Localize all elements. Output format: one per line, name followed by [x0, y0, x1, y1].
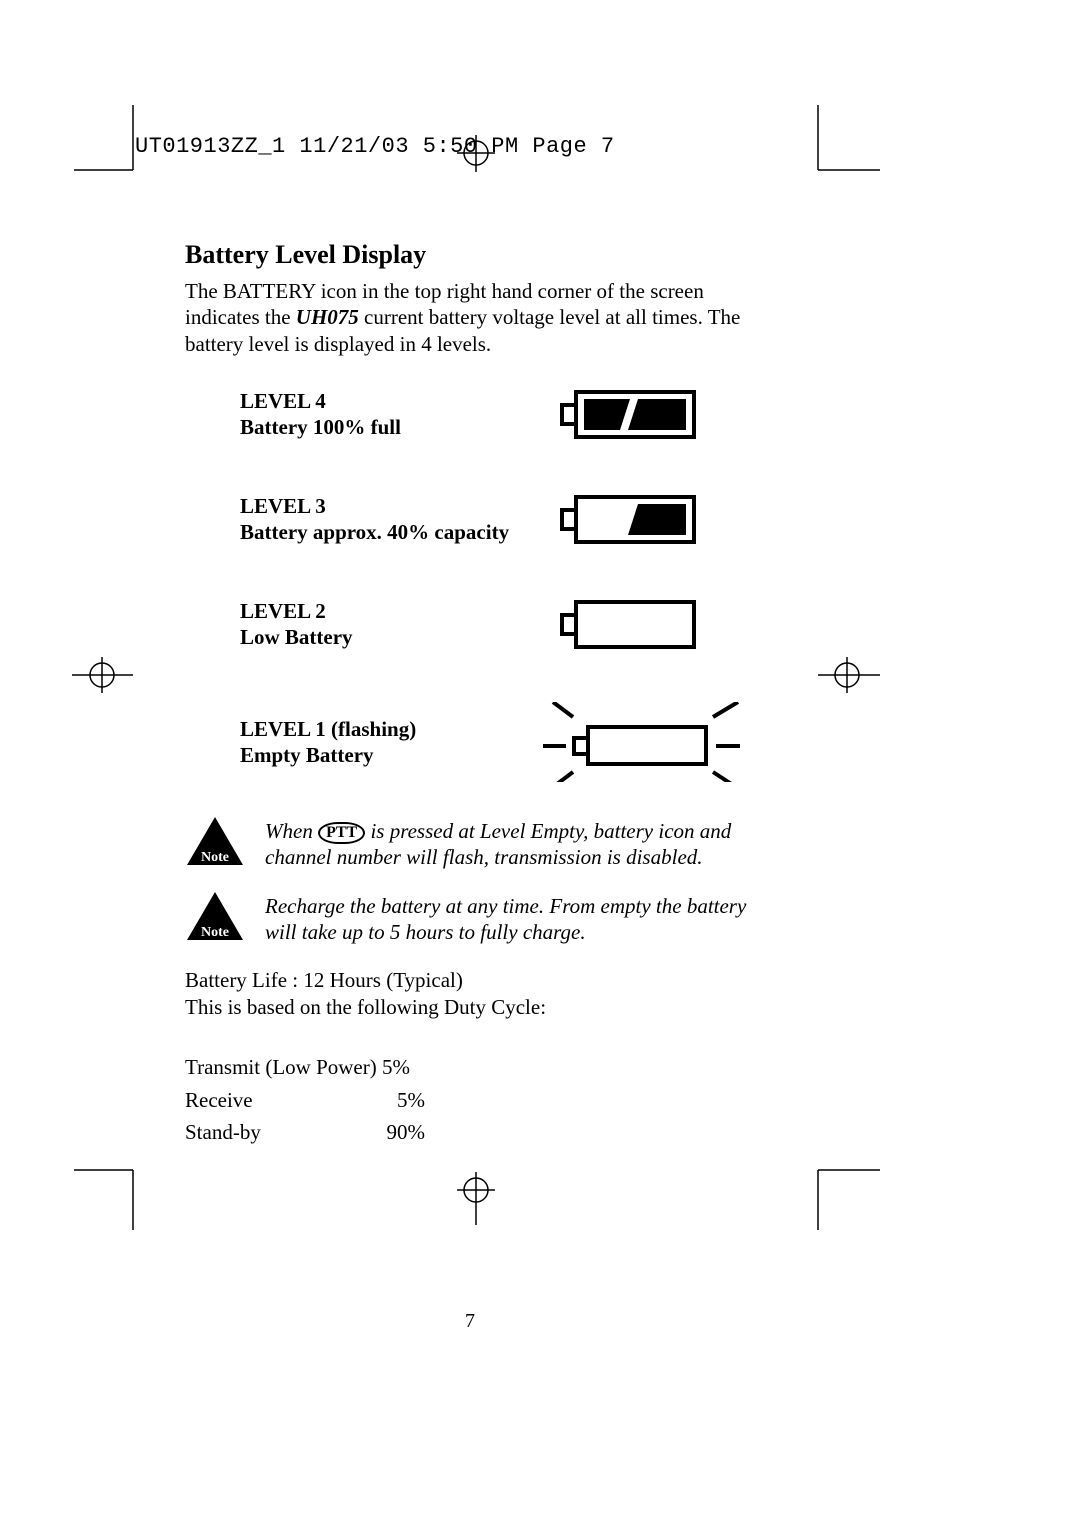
battery-life-line1: Battery Life : 12 Hours (Typical) — [185, 967, 755, 994]
svg-text:Note: Note — [201, 850, 229, 865]
level-4-desc: Battery 100% full — [240, 414, 535, 440]
note-icon: Note — [185, 817, 245, 872]
note-icon: Note — [185, 892, 245, 947]
svg-text:Note: Note — [201, 925, 229, 940]
duty-row-transmit: Transmit (Low Power) 5% — [185, 1051, 755, 1084]
notes-section: Note When PTT is pressed at Level Empty,… — [185, 817, 755, 947]
intro-paragraph: The BATTERY icon in the top right hand c… — [185, 278, 755, 357]
duty-cycle-table: Transmit (Low Power) 5% Receive 5% Stand… — [185, 1051, 755, 1149]
model-name: UH075 — [296, 305, 359, 329]
note-1-text: When PTT is pressed at Level Empty, batt… — [265, 818, 755, 871]
battery-icon-flashing — [535, 702, 750, 782]
crop-mark-top — [0, 0, 1080, 200]
page: UT01913ZZ_1 11/21/03 5:50 PM Page 7 Batt… — [0, 0, 1080, 1529]
level-3-row: LEVEL 3 Battery approx. 40% capacity — [185, 492, 755, 547]
level-2-row: LEVEL 2 Low Battery — [185, 597, 755, 652]
duty-row-receive: Receive 5% — [185, 1084, 755, 1117]
level-2-title: LEVEL 2 — [240, 598, 535, 624]
level-1-desc: Empty Battery — [240, 742, 535, 768]
level-1-row: LEVEL 1 (flashing) Empty Battery — [185, 702, 755, 782]
note-2-text: Recharge the battery at any time. From e… — [265, 893, 755, 946]
level-4-title: LEVEL 4 — [240, 388, 535, 414]
duty-standby-label: Stand-by — [185, 1116, 365, 1149]
level-3-desc: Battery approx. 40% capacity — [240, 519, 535, 545]
level-4-row: LEVEL 4 Battery 100% full — [185, 387, 755, 442]
battery-icon-full — [535, 387, 720, 442]
duty-standby-value: 90% — [365, 1116, 425, 1149]
duty-row-standby: Stand-by 90% — [185, 1116, 755, 1149]
duty-receive-value: 5% — [365, 1084, 425, 1117]
battery-life: Battery Life : 12 Hours (Typical) This i… — [185, 967, 755, 1022]
page-number: 7 — [185, 1310, 755, 1333]
note-1-before: When — [265, 819, 318, 843]
battery-life-line2: This is based on the following Duty Cycl… — [185, 994, 755, 1021]
level-3-title: LEVEL 3 — [240, 493, 535, 519]
battery-levels: LEVEL 4 Battery 100% full LEVEL 3 Batter… — [185, 387, 755, 782]
print-header: UT01913ZZ_1 11/21/03 5:50 PM Page 7 — [135, 134, 615, 159]
note-1: Note When PTT is pressed at Level Empty,… — [185, 817, 755, 872]
level-1-title: LEVEL 1 (flashing) — [240, 716, 535, 742]
battery-icon-partial — [535, 492, 720, 547]
duty-transmit-label: Transmit (Low Power) 5% — [185, 1051, 410, 1084]
section-title: Battery Level Display — [185, 240, 755, 270]
level-2-desc: Low Battery — [240, 624, 535, 650]
note-2: Note Recharge the battery at any time. F… — [185, 892, 755, 947]
content-area: Battery Level Display The BATTERY icon i… — [185, 240, 755, 1149]
battery-icon-empty — [535, 597, 720, 652]
duty-receive-label: Receive — [185, 1084, 365, 1117]
ptt-badge: PTT — [318, 822, 365, 844]
crop-mark-bottom — [0, 1150, 1080, 1230]
